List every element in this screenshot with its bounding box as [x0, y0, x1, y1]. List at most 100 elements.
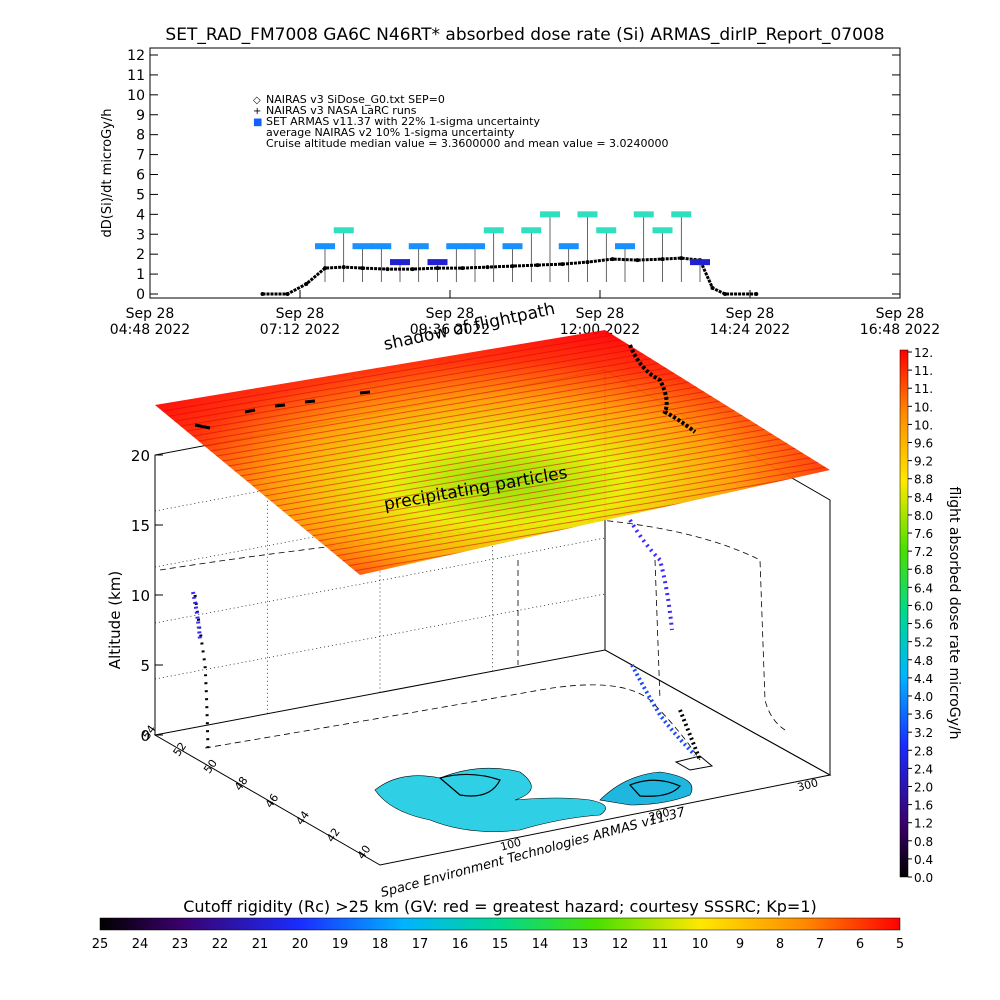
nairas-point [723, 292, 727, 296]
grid-line [154, 537, 606, 624]
colorbar-tick-label: 2.4 [914, 762, 933, 776]
armas-point [390, 259, 410, 266]
dose-rate-plot-frame [149, 47, 901, 299]
colorbar-tick-label: 4.0 [914, 690, 933, 704]
rigidity-ticks: 25 24 23 22 21 20 19 18 17 16 15 14 13 12 11 10 9 8 7 6 5 [92, 937, 904, 952]
precipitating-particles-sheet: precipitating particles shadow of flight… [155, 299, 830, 575]
x-tick-date: Sep 28 [426, 306, 475, 322]
rigidity-tick-label: 18 [372, 937, 389, 952]
rigidity-tick-label: 21 [252, 937, 269, 952]
nairas-point [285, 292, 290, 296]
flightpath-left-descent [193, 594, 210, 753]
nairas-point [460, 266, 465, 271]
rigidity-tick-label: 17 [412, 937, 429, 952]
armas-point [408, 243, 429, 250]
latitude-tick-label: 46 [263, 791, 282, 810]
latitude-tick-label: 50 [201, 757, 220, 776]
legend-text: Cruise altitude median value = 3.3600000… [266, 137, 669, 150]
rigidity-tick-label: 6 [856, 937, 864, 952]
nairas-point [610, 257, 615, 262]
land-outline-east [599, 771, 693, 806]
colorbar-tick-label: 11. [914, 364, 933, 378]
rigidity-tick-label: 24 [132, 937, 149, 952]
colorbar-tick-label: 3.6 [914, 708, 933, 722]
rigidity-tick-label: 19 [332, 937, 349, 952]
longitude-tick-label: 100 [499, 836, 523, 854]
rigidity-gradient [99, 917, 901, 931]
rigidity-tick-label: 23 [172, 937, 189, 952]
lake-outline [438, 773, 501, 797]
rigidity-tick-label: 25 [92, 937, 109, 952]
nairas-point [535, 263, 540, 268]
y-tick-label: 3 [136, 227, 145, 243]
flightpath-wall-trace [159, 519, 786, 731]
colorbar-label: flight absorbed dose rate microGy/h [946, 487, 962, 740]
flightpath-start-dots [194, 390, 371, 430]
rigidity-tick-label: 8 [776, 937, 784, 952]
colorbar-ticks: 0.0 0.4 0.8 1.2 1.6 2.0 2.4 2.8 3.2 3.6 4.0 4.4 4.8 5… [908, 346, 933, 885]
altitude-tick-label: 10 [131, 587, 150, 605]
armas-point [465, 243, 485, 250]
rigidity-tick-label: 13 [572, 937, 589, 952]
armas-point [690, 259, 710, 266]
nairas-point [560, 262, 565, 267]
sheet-line [155, 330, 830, 416]
armas-point [371, 243, 392, 250]
armas-point [333, 227, 354, 234]
longitude-tick-label: 200 [647, 806, 671, 824]
dose-rate-ylabel: dD(Si)/dt microGy/h [100, 109, 115, 238]
colorbar-tick-label: 10. [914, 418, 933, 432]
land-outline-west [374, 767, 606, 832]
colorbar-tick-label: 2.8 [914, 744, 933, 758]
rigidity-tick-label: 10 [692, 937, 709, 952]
flightpath-drop-line-2 [654, 559, 661, 701]
rigidity-tick-label: 12 [612, 937, 629, 952]
armas-point [502, 243, 523, 250]
x-tick-date: Sep 28 [276, 306, 325, 322]
y-tick-label: 0 [136, 287, 145, 303]
nairas-point [635, 258, 640, 263]
altitude-tick-label: 0 [140, 727, 150, 745]
colorbar-tick-label: 2.0 [914, 780, 933, 794]
colorbar-tick-label: 0.8 [914, 835, 933, 849]
rigidity-tick-label: 11 [652, 937, 669, 952]
legend-text: NAIRAS v3 SiDose_G0.txt SEP=0 [266, 93, 445, 106]
colorbar-tick-label: 10. [914, 400, 933, 414]
rigidity-tick-label: 16 [452, 937, 469, 952]
rigidity-tick-label: 14 [532, 937, 549, 952]
nairas-series-line [262, 256, 757, 296]
colorbar-tick-label: 9.2 [914, 455, 933, 469]
flightpath-3d [191, 344, 714, 771]
sheet-line [155, 528, 830, 575]
x-tick-time: 14:24 2022 [710, 322, 790, 338]
y-tick-label: 7 [136, 148, 145, 164]
latitude-tick-label: 40 [355, 843, 374, 862]
armas-point [427, 259, 448, 266]
armas-point [352, 243, 373, 250]
x-tick-date: Sep 28 [876, 306, 925, 322]
armas-point [615, 243, 635, 250]
cutoff-rigidity-bar: Cutoff rigidity (Rc) >25 km (GV: red = g… [92, 897, 904, 952]
colorbar-tick-label: 1.6 [914, 799, 933, 813]
armas-point [596, 227, 617, 234]
nairas-point [710, 286, 715, 291]
altitude-axis: 0 5 10 15 20 [131, 447, 163, 745]
y-tick-label: 10 [127, 88, 145, 104]
colorbar-gradient [899, 349, 909, 878]
nairas-point [304, 282, 309, 287]
latitude-tick-label: 52 [171, 740, 190, 759]
x-tick-time: 04:48 2022 [110, 322, 190, 338]
flightpath-top-black [628, 344, 697, 434]
nairas-point [754, 292, 759, 296]
sheet-line [155, 330, 830, 422]
x-tick-time: 07:12 2022 [260, 322, 340, 338]
x-tick-date: Sep 28 [576, 306, 625, 322]
armas-point [671, 211, 692, 218]
flightpath-right-end [678, 709, 702, 761]
y-tick-label: 5 [136, 187, 145, 203]
legend-text: NAIRAS v3 NASA LaRC runs [266, 104, 417, 117]
colorbar-tick-label: 4.8 [914, 654, 933, 668]
